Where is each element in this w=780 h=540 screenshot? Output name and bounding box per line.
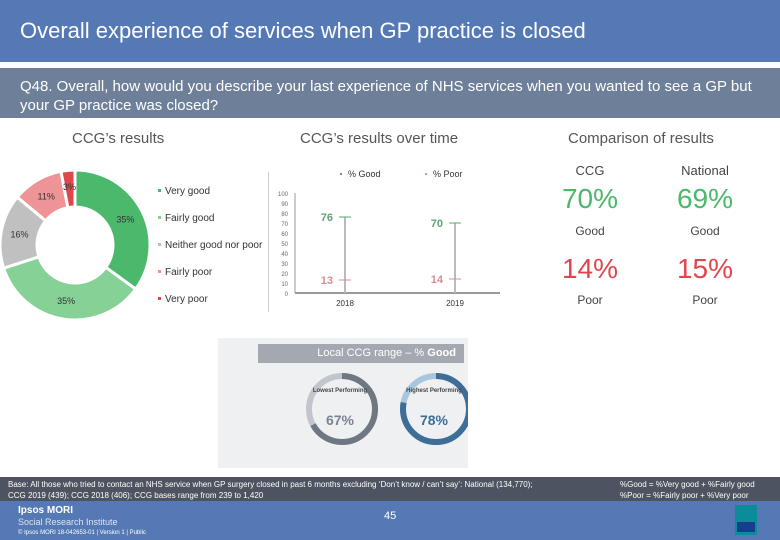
legend-item: Very poor <box>165 294 208 305</box>
legend-swatch <box>158 243 161 246</box>
range-title-prefix: Local CCG range – % <box>317 347 428 359</box>
y-tick-label: 80 <box>281 212 288 218</box>
local-range-panel: Local CCG range – % Good Lowest Performi… <box>218 338 468 468</box>
y-tick-label: 70 <box>281 222 288 228</box>
donut-data-label: 35% <box>116 214 134 224</box>
legend-swatch <box>158 297 161 300</box>
page-number: 45 <box>384 510 397 522</box>
legend-item: Fairly good <box>165 213 214 224</box>
y-tick-label: 30 <box>281 262 288 268</box>
base-footer: Base: All those who tried to contact an … <box>0 477 780 501</box>
line-chart: 0 10 20 30 40 50 60 70 80 90 100 2018 2019 76 70 % Good… <box>278 169 500 308</box>
question-text: Q48. Overall, how would you describe you… <box>0 68 780 118</box>
data-label: 70 <box>431 218 443 230</box>
base-text: Base: All those who tried to contact an … <box>8 480 533 500</box>
national-good-value: 69% <box>676 183 734 214</box>
range-title-bold: Good <box>427 347 456 359</box>
legend-swatch <box>158 189 161 192</box>
legend-swatch <box>158 270 161 273</box>
national-poor-label: Poor <box>692 293 718 307</box>
brand-name: Ipsos MORI <box>18 505 74 516</box>
legend-swatch <box>340 173 342 175</box>
x-tick-label: 2018 <box>336 299 354 308</box>
donut-data-label: 3% <box>63 182 76 192</box>
range-rings <box>306 373 468 445</box>
divider <box>268 172 269 312</box>
copyright: © Ipsos MORI 18-042653-01 | Version 1 | … <box>18 530 146 536</box>
donut-data-label: 35% <box>57 296 75 306</box>
national-good-label: Good <box>690 224 720 238</box>
lowest-value: 67% <box>325 412 355 428</box>
national-header: National <box>681 163 729 178</box>
ccg-poor-label: Poor <box>577 293 603 307</box>
x-tick-label: 2019 <box>446 299 464 308</box>
def-good: %Good = %Very good + %Fairly good <box>620 480 755 489</box>
legend-item: Fairly poor <box>165 267 213 278</box>
ccg-good-value: 70% <box>561 183 619 214</box>
highest-label: Highest Performing <box>406 388 462 394</box>
page-title: Overall experience of services when GP p… <box>0 0 780 62</box>
lowest-label: Lowest Performing <box>312 388 368 394</box>
donut-slice <box>73 168 152 292</box>
ccg-header: CCG <box>575 163 605 178</box>
ccg-good-label: Good <box>575 224 605 238</box>
range-title: Local CCG range – % Good <box>258 344 464 363</box>
y-tick-label: 50 <box>281 242 288 248</box>
y-tick-label: 60 <box>281 232 288 238</box>
y-tick-label: 20 <box>281 272 288 278</box>
donut-slice <box>1 254 138 320</box>
legend-swatch <box>425 173 427 175</box>
legend-item: Very good <box>165 186 210 197</box>
ccg-poor-value: 14% <box>561 253 619 284</box>
donut-chart: 35% Very good 35% Fairly good 16% Neither goo… <box>0 168 263 320</box>
donut-slice <box>59 168 77 210</box>
legend-item: Neither good nor poor <box>165 240 263 251</box>
donut-data-label: 11% <box>38 191 55 201</box>
bottom-bar: Ipsos MORI Social Research Institute © I… <box>0 501 780 540</box>
legend-item: % Good <box>348 169 381 179</box>
y-tick-label: 90 <box>281 202 288 208</box>
legend-item: % Poor <box>433 169 463 179</box>
ring-fill <box>306 373 378 445</box>
section-comparison: Comparison of results <box>568 130 714 147</box>
legend-swatch <box>158 216 161 219</box>
y-tick-label: 0 <box>285 292 289 298</box>
data-label: 76 <box>321 212 333 224</box>
def-poor: %Poor = %Fairly poor + %Very poor <box>620 491 749 500</box>
national-poor-value: 15% <box>676 253 734 284</box>
data-label: 14 <box>431 274 444 286</box>
section-over-time: CCG’s results over time <box>300 130 459 147</box>
donut-data-label: 16% <box>10 229 28 239</box>
y-tick-label: 100 <box>278 192 289 198</box>
section-ccg-results: CCG’s results <box>72 130 165 147</box>
highest-value: 78% <box>419 412 449 428</box>
ring-fill <box>400 373 468 445</box>
brand-sub: Social Research Institute <box>18 517 118 527</box>
ipsos-logo <box>735 505 757 535</box>
y-tick-label: 10 <box>281 282 288 288</box>
y-tick-label: 40 <box>281 252 288 258</box>
data-label: 13 <box>321 275 333 287</box>
